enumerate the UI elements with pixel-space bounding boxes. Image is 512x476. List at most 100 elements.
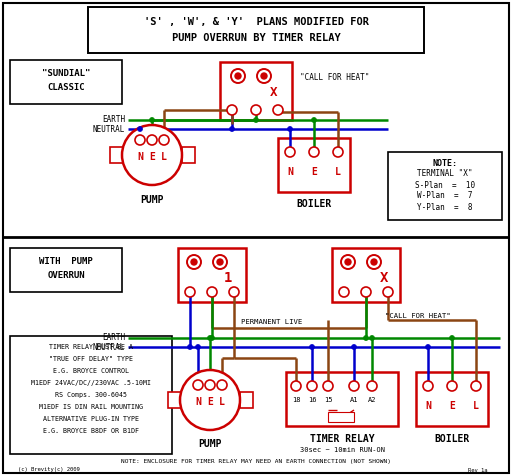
Text: E.G. BROYCE CONTROL: E.G. BROYCE CONTROL	[53, 368, 129, 374]
Circle shape	[288, 127, 292, 131]
Circle shape	[213, 255, 227, 269]
Circle shape	[180, 370, 240, 430]
Circle shape	[196, 345, 201, 349]
Circle shape	[187, 255, 201, 269]
Circle shape	[349, 381, 359, 391]
Circle shape	[309, 147, 319, 157]
Circle shape	[383, 287, 393, 297]
Circle shape	[341, 255, 355, 269]
Circle shape	[187, 345, 193, 349]
Circle shape	[311, 118, 316, 122]
Text: "CALL FOR HEAT": "CALL FOR HEAT"	[385, 313, 451, 319]
Text: PUMP OVERRUN BY TIMER RELAY: PUMP OVERRUN BY TIMER RELAY	[172, 33, 340, 43]
Circle shape	[450, 336, 455, 340]
Text: X: X	[380, 271, 388, 285]
Text: N: N	[137, 152, 143, 162]
Text: 30sec ~ 10min RUN-ON: 30sec ~ 10min RUN-ON	[300, 447, 385, 453]
Circle shape	[207, 336, 212, 340]
Text: BOILER: BOILER	[434, 434, 470, 444]
Text: S-Plan  =  10: S-Plan = 10	[415, 180, 475, 189]
Text: N: N	[195, 397, 201, 407]
Text: PUMP: PUMP	[198, 439, 222, 449]
Text: M1EDF 24VAC/DC//230VAC .5-10MI: M1EDF 24VAC/DC//230VAC .5-10MI	[31, 380, 151, 386]
Circle shape	[367, 381, 377, 391]
Text: Rev 1a: Rev 1a	[468, 467, 487, 473]
Circle shape	[339, 287, 349, 297]
Circle shape	[370, 336, 374, 340]
Bar	[10, 336, 172, 454]
Text: A2: A2	[368, 397, 376, 403]
Text: E: E	[207, 397, 213, 407]
Bar	[388, 152, 502, 220]
Circle shape	[227, 105, 237, 115]
Circle shape	[307, 381, 317, 391]
Text: 'S' , 'W', & 'Y'  PLANS MODIFIED FOR: 'S' , 'W', & 'Y' PLANS MODIFIED FOR	[143, 17, 369, 27]
Circle shape	[471, 381, 481, 391]
Circle shape	[229, 287, 239, 297]
Bar	[10, 248, 122, 292]
Text: (c) Brevity(c) 2009: (c) Brevity(c) 2009	[18, 467, 80, 473]
Text: NEUTRAL: NEUTRAL	[93, 125, 125, 133]
Text: TERMINAL "X": TERMINAL "X"	[417, 169, 473, 178]
Circle shape	[185, 287, 195, 297]
Bar	[178, 248, 246, 302]
Circle shape	[193, 380, 203, 390]
Bar	[110, 147, 123, 163]
Bar	[182, 147, 195, 163]
Text: ALTERNATIVE PLUG-IN TYPE: ALTERNATIVE PLUG-IN TYPE	[43, 416, 139, 422]
Text: EARTH: EARTH	[102, 116, 125, 125]
Text: TIMER RELAY: TIMER RELAY	[310, 434, 374, 444]
Circle shape	[273, 105, 283, 115]
Circle shape	[135, 135, 145, 145]
Text: 1: 1	[224, 271, 232, 285]
Text: L: L	[161, 152, 167, 162]
Circle shape	[352, 345, 356, 349]
Circle shape	[309, 345, 314, 349]
Circle shape	[231, 69, 245, 83]
Text: 18: 18	[292, 397, 300, 403]
Circle shape	[345, 259, 351, 265]
Circle shape	[251, 105, 261, 115]
Bar	[416, 372, 488, 426]
Bar	[220, 62, 292, 120]
Circle shape	[229, 127, 234, 131]
Bar	[88, 7, 424, 53]
Text: X: X	[270, 86, 278, 99]
Text: PERMANENT LIVE: PERMANENT LIVE	[241, 319, 303, 325]
Text: E: E	[311, 167, 317, 177]
Circle shape	[447, 381, 457, 391]
Text: "CALL FOR HEAT": "CALL FOR HEAT"	[300, 73, 369, 82]
Text: N: N	[425, 401, 431, 411]
Text: M1EDF IS DIN RAIL MOUNTING: M1EDF IS DIN RAIL MOUNTING	[39, 404, 143, 410]
Circle shape	[423, 381, 433, 391]
Circle shape	[159, 135, 169, 145]
Circle shape	[205, 380, 215, 390]
Text: N: N	[287, 167, 293, 177]
Text: E.G. BROYCE B8DF OR B1DF: E.G. BROYCE B8DF OR B1DF	[43, 428, 139, 434]
Circle shape	[261, 73, 267, 79]
Text: 15: 15	[324, 397, 332, 403]
Text: OVERRUN: OVERRUN	[47, 270, 85, 279]
Text: RS Comps. 300-6045: RS Comps. 300-6045	[55, 392, 127, 398]
Text: NOTE: ENCLOSURE FOR TIMER RELAY MAY NEED AN EARTH CONNECTION (NOT SHOWN): NOTE: ENCLOSURE FOR TIMER RELAY MAY NEED…	[121, 459, 391, 465]
Circle shape	[147, 135, 157, 145]
Bar	[168, 392, 181, 408]
Circle shape	[217, 380, 227, 390]
Circle shape	[207, 287, 217, 297]
Text: A1: A1	[350, 397, 358, 403]
Circle shape	[150, 118, 155, 122]
Circle shape	[138, 127, 142, 131]
Text: PUMP: PUMP	[140, 195, 164, 205]
Circle shape	[122, 125, 182, 185]
Bar	[328, 412, 354, 422]
Bar	[286, 372, 398, 426]
Text: L: L	[219, 397, 225, 407]
Text: BOILER: BOILER	[296, 199, 332, 209]
Circle shape	[367, 255, 381, 269]
Bar	[332, 248, 400, 302]
Text: NOTE:: NOTE:	[433, 159, 458, 168]
Circle shape	[253, 118, 259, 122]
Text: L: L	[335, 167, 341, 177]
Circle shape	[361, 287, 371, 297]
Text: 16: 16	[308, 397, 316, 403]
